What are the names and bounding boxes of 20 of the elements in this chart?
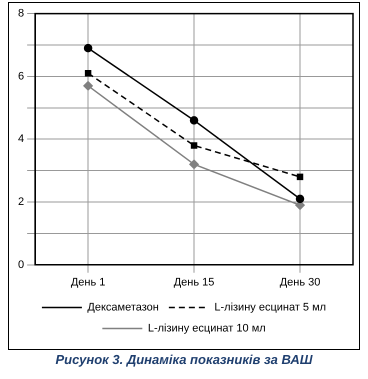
text: Рисунок 3. Динаміка показників за ВАШ	[54, 352, 314, 367]
y-tick-label: 6	[18, 70, 24, 82]
x-tick-label: День 1	[70, 276, 106, 288]
y-tick-label: 4	[18, 133, 24, 146]
legend-label: L-лізину есцинат 5 мл	[214, 302, 326, 314]
y-tick-label: 2	[18, 196, 24, 208]
point	[296, 194, 304, 204]
point	[296, 174, 304, 180]
y-tick-label: 0	[18, 258, 24, 271]
legend-label: Дексаметазон	[87, 302, 159, 314]
x-tick-label: День 15	[174, 276, 214, 288]
point	[83, 81, 93, 91]
point	[190, 142, 198, 149]
point	[190, 116, 198, 125]
point	[189, 160, 199, 170]
x-tick-label: День 30	[280, 276, 320, 288]
point	[84, 44, 92, 52]
point	[84, 70, 92, 76]
y-tick-label: 8	[18, 8, 24, 20]
legend-label: L-лізину есцинат 10 мл	[148, 322, 266, 335]
